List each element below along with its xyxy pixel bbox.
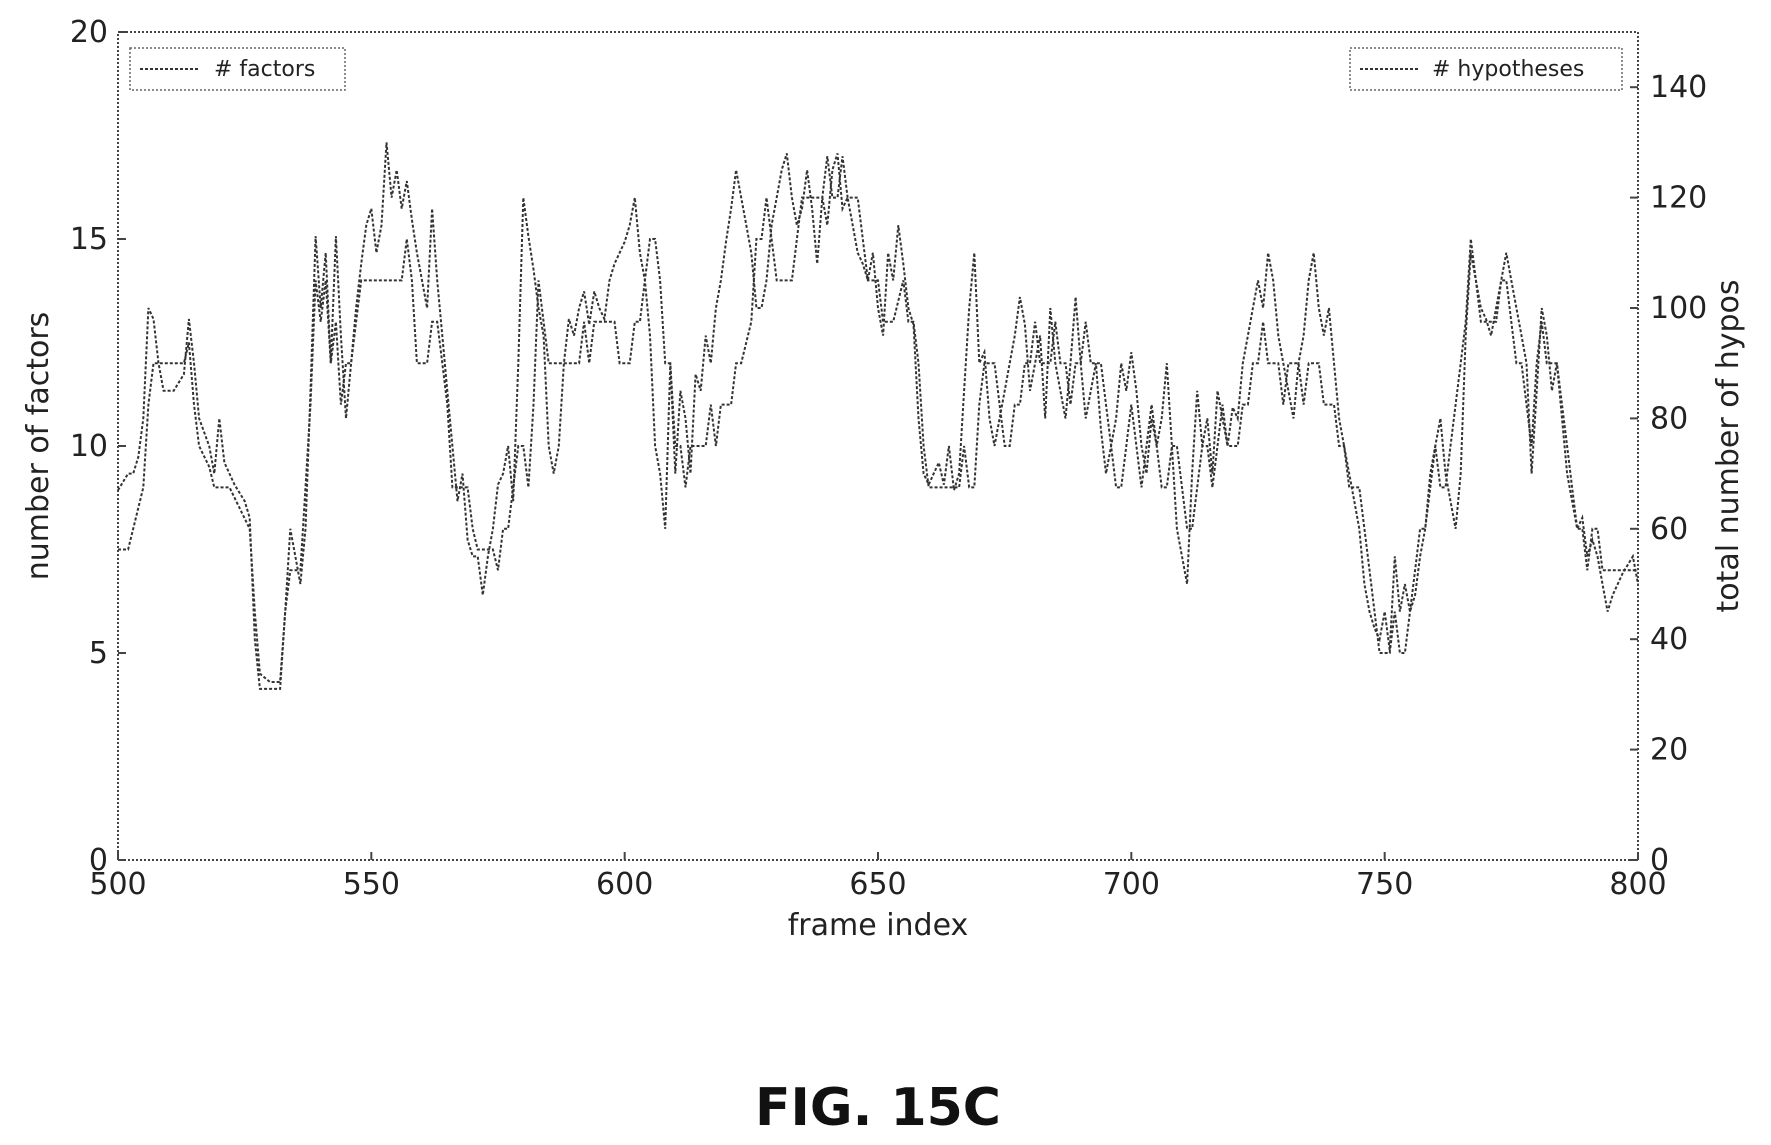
y-right-tick-label: 40 [1650,622,1688,657]
x-tick-label: 750 [1356,867,1413,902]
x-tick-label: 800 [1609,867,1666,902]
y-right-tick-label: 60 [1650,512,1688,547]
x-axis-label: frame index [788,908,969,943]
y-left-axis-label: number of factors [21,312,56,581]
series-line-factors [118,156,1638,683]
y-right-tick-label: 0 [1650,843,1669,878]
y-right-tick-label: 120 [1650,181,1707,216]
y-right-axis-label: total number of hypos [1711,279,1746,612]
y-right-tick-label: 20 [1650,733,1688,768]
figure-caption: FIG. 15C [755,1078,1001,1138]
x-tick-label: 500 [89,867,146,902]
y-left-tick-label: 20 [70,15,108,50]
ticks-layer: 500 550 600 650 700 750 8000510152002040608010… [70,15,1707,902]
series-layer [117,142,1639,690]
legend-factors: # factors [129,47,346,91]
y-left-tick-label: 0 [89,843,108,878]
y-left-tick-label: 5 [89,636,108,671]
legend-factors-label: # factors [214,57,315,82]
series-line-hypotheses [117,142,1639,690]
y-left-tick-label: 15 [70,222,108,257]
x-tick-label: 600 [596,867,653,902]
x-tick-label: 550 [343,867,400,902]
plot-area-frame [117,31,1639,861]
legend-hypotheses-box [1349,47,1623,91]
legend-hypotheses-label: # hypotheses [1432,57,1584,82]
x-tick-label: 700 [1103,867,1160,902]
y-left-tick-label: 10 [70,429,108,464]
y-right-tick-label: 140 [1650,70,1707,105]
x-tick-label: 650 [849,867,906,902]
y-right-tick-label: 80 [1650,401,1688,436]
legend-hypotheses: # hypotheses [1349,47,1623,91]
y-right-tick-label: 100 [1650,291,1707,326]
